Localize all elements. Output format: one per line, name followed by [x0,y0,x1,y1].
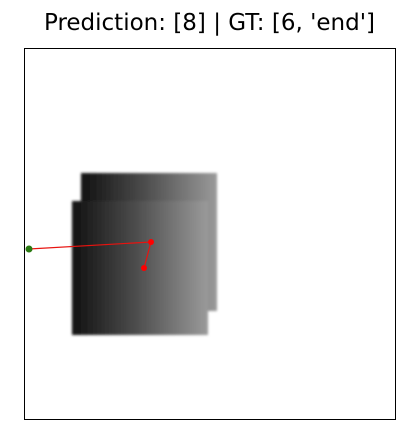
image-gray-block [72,173,217,335]
trajectory [25,239,154,271]
figure-title: Prediction: [8] | GT: [6, 'end'] [43,10,376,36]
trajectory-point [148,239,154,245]
image-block-lower [72,201,208,335]
trajectory-point [141,265,147,271]
trajectory-start-marker [25,245,33,253]
plot-area [24,48,396,420]
plot-canvas [25,173,217,335]
